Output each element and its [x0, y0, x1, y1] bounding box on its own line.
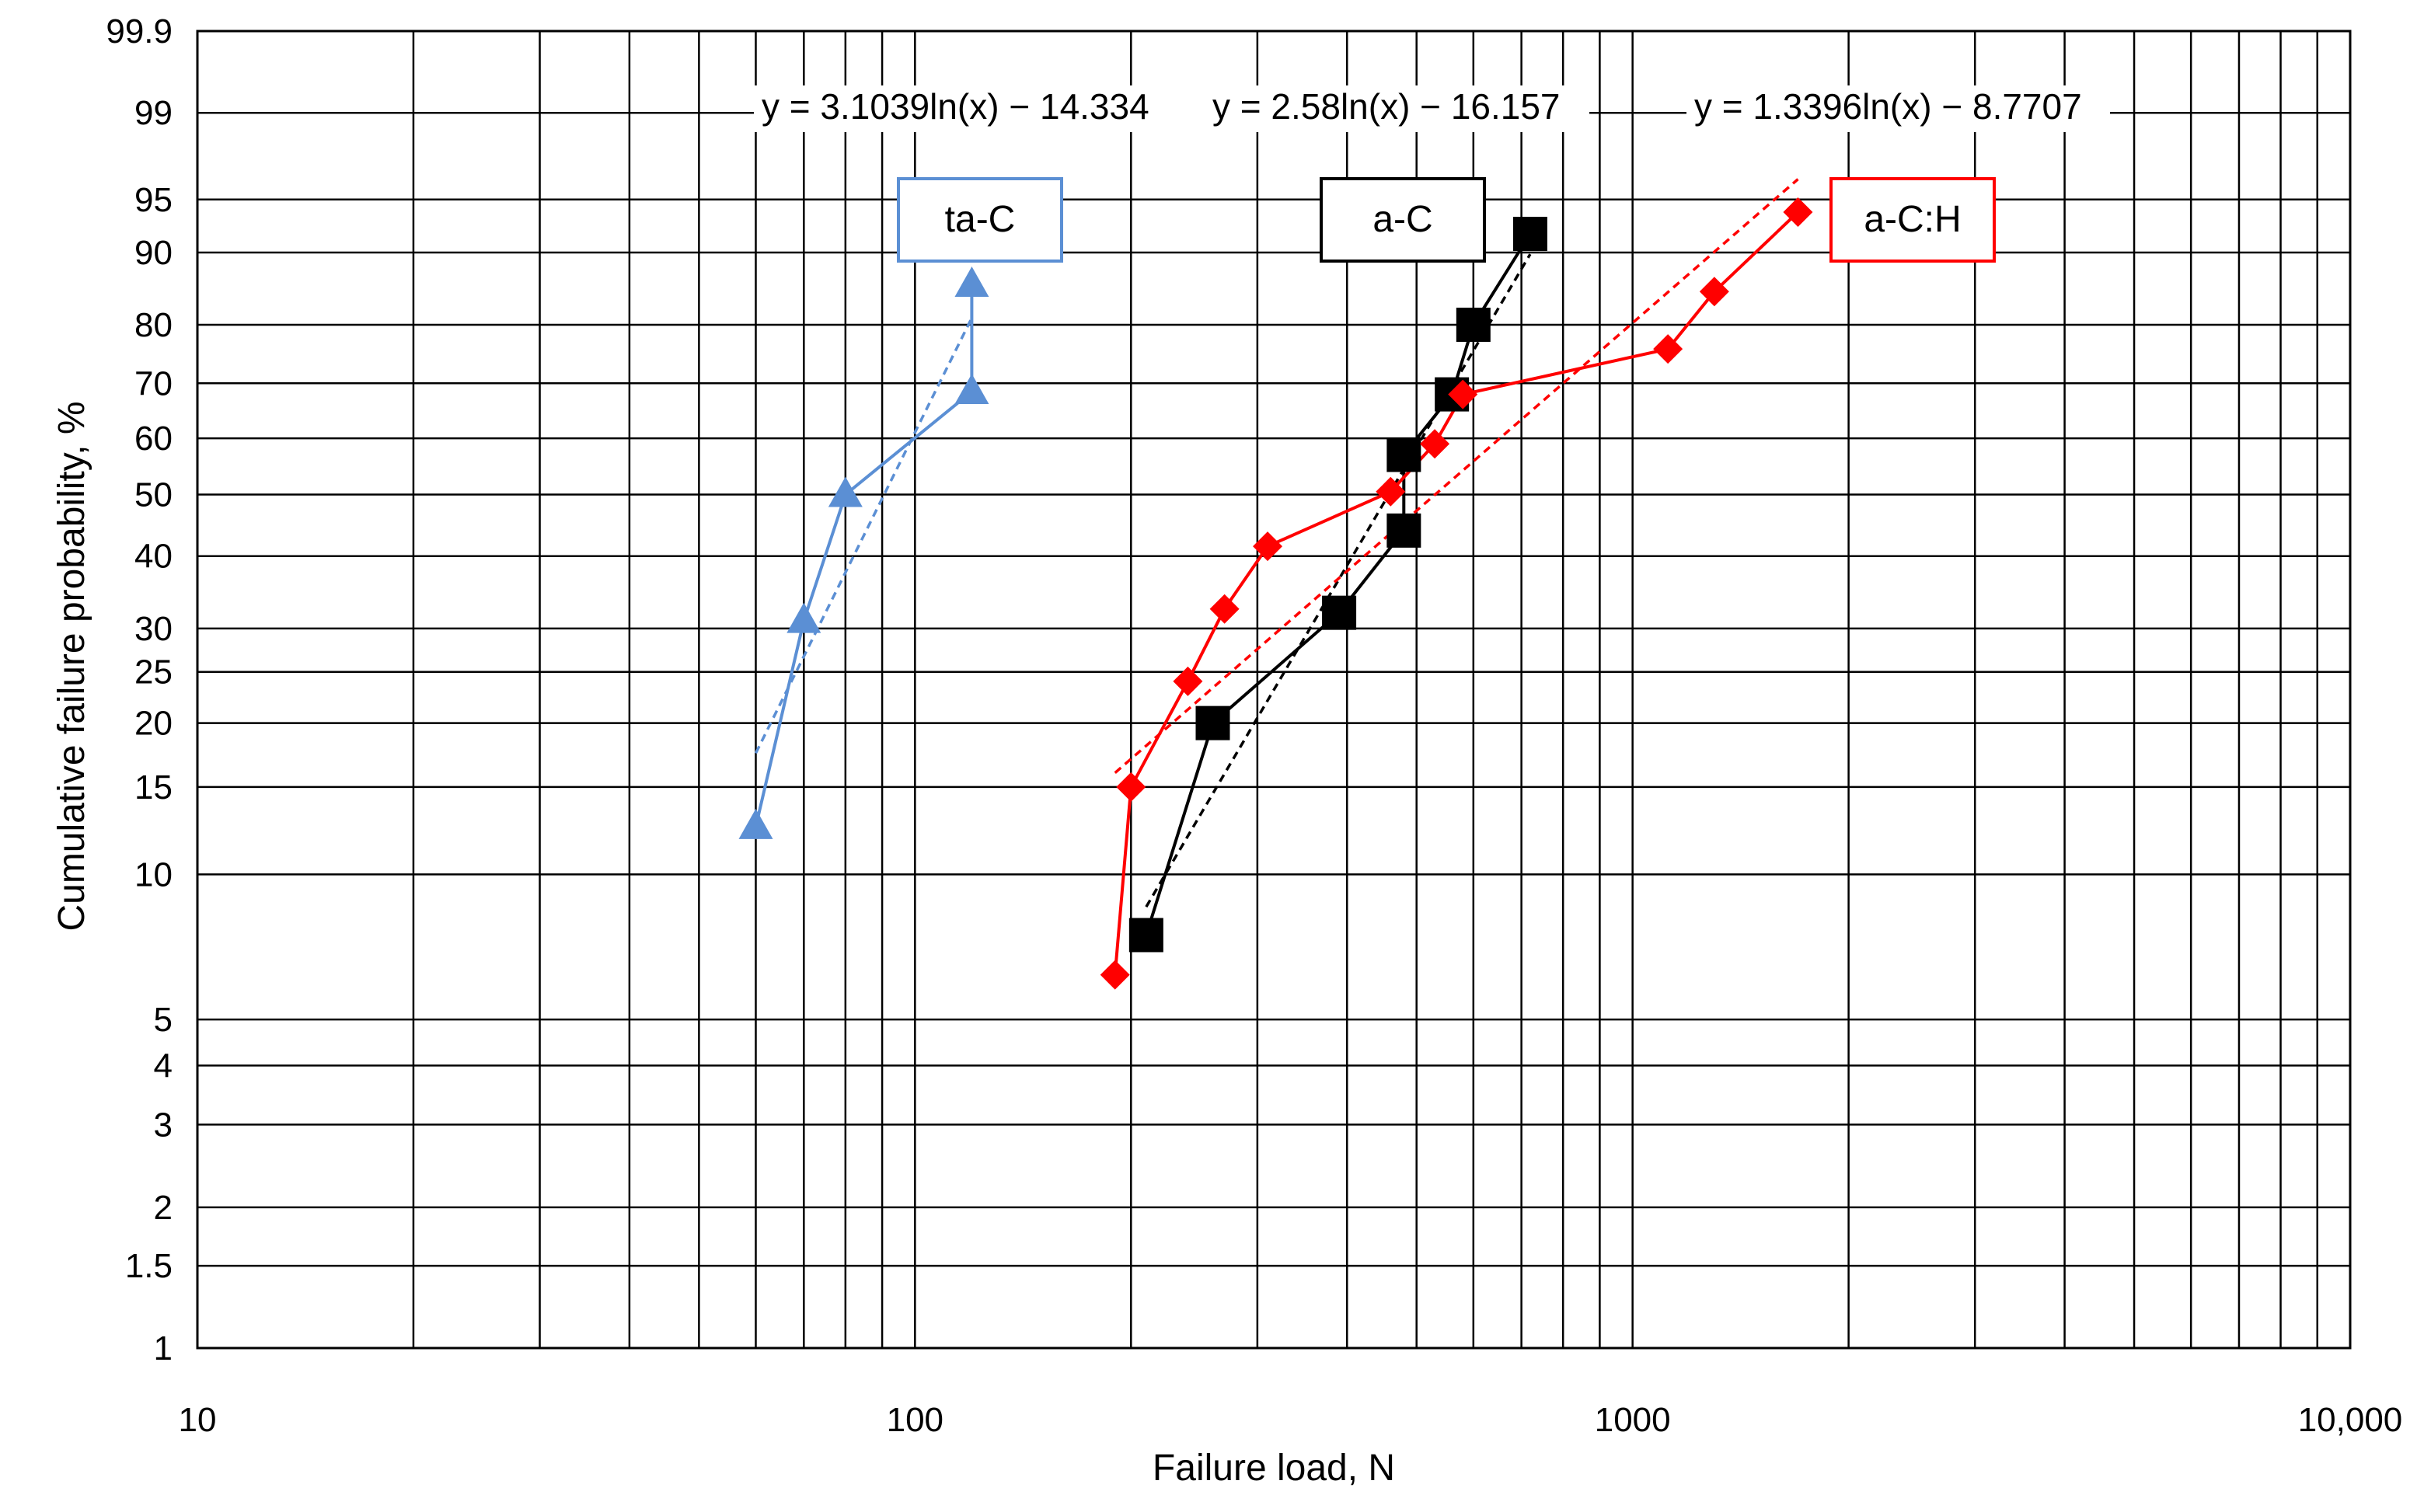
x-tick-label: 100	[887, 1401, 943, 1439]
data-point	[1420, 429, 1450, 459]
data-point	[1253, 531, 1283, 562]
series-label-box	[1320, 177, 1486, 263]
data-point	[1195, 705, 1230, 740]
data-point	[954, 374, 989, 405]
y-tick-label: 25	[134, 653, 173, 692]
x-tick-label: 10	[179, 1401, 217, 1439]
y-tick-label: 99.9	[106, 12, 173, 51]
series-label: a-C	[1372, 199, 1432, 240]
y-tick-label: 1.5	[125, 1247, 173, 1285]
data-point	[1783, 197, 1813, 228]
y-axis-title: Cumulative failure probability, %	[51, 401, 92, 931]
equation-background	[754, 85, 1205, 132]
y-tick-label: 4	[154, 1047, 173, 1085]
data-point	[1128, 918, 1163, 953]
x-axis-title: Failure load, N	[1153, 1448, 1395, 1489]
equation-background	[1686, 85, 2110, 132]
data-point	[1699, 277, 1729, 307]
y-tick-label: 10	[134, 855, 173, 894]
y-tick-label: 3	[154, 1106, 173, 1144]
y-tick-label: 80	[134, 306, 173, 344]
data-point	[1322, 595, 1357, 630]
trendline-equation: y = 2.58ln(x) − 16.157	[1212, 86, 1561, 127]
data-point	[1448, 379, 1478, 409]
data-point	[828, 476, 863, 507]
trendline-ta-C	[754, 317, 974, 754]
y-tick-label: 2	[154, 1189, 173, 1227]
y-tick-label: 70	[134, 364, 173, 402]
series-label: ta-C	[945, 199, 1016, 240]
data-point	[1386, 513, 1421, 548]
data-point	[1116, 772, 1146, 802]
data-point	[1173, 666, 1203, 696]
y-tick-label: 95	[134, 181, 173, 219]
trendline-equation: y = 1.3396ln(x) − 8.7707	[1694, 86, 2082, 127]
data-point	[1456, 307, 1491, 342]
data-point	[1376, 476, 1406, 507]
data-point	[1653, 334, 1683, 364]
trendline-equation: y = 3.1039ln(x) − 14.334	[762, 86, 1149, 127]
y-tick-label: 90	[134, 234, 173, 272]
data-point	[1386, 437, 1421, 472]
y-tick-label: 20	[134, 705, 173, 743]
data-point	[1209, 594, 1240, 624]
y-tick-label: 40	[134, 538, 173, 576]
y-tick-label: 1	[154, 1329, 173, 1367]
trendline-a-C	[1145, 253, 1532, 908]
data-point	[1512, 217, 1547, 252]
data-point	[738, 808, 773, 839]
series-label: a-C:H	[1864, 199, 1961, 240]
trendline-a-C:H	[1114, 178, 1799, 774]
y-tick-label: 5	[154, 1001, 173, 1039]
series-label-box	[1829, 177, 1996, 263]
plot-frame	[196, 30, 2352, 1350]
y-tick-label: 15	[134, 768, 173, 807]
y-tick-label: 30	[134, 610, 173, 648]
y-tick-label: 99	[134, 94, 173, 132]
x-tick-label: 10,000	[2298, 1401, 2403, 1439]
equation-background	[1205, 85, 1589, 132]
data-point	[954, 267, 989, 298]
y-tick-label: 50	[134, 476, 173, 514]
data-point	[786, 602, 821, 633]
x-tick-label: 1000	[1595, 1401, 1671, 1439]
y-tick-label: 60	[134, 420, 173, 458]
series-label-box	[897, 177, 1063, 263]
data-point	[1100, 960, 1130, 990]
